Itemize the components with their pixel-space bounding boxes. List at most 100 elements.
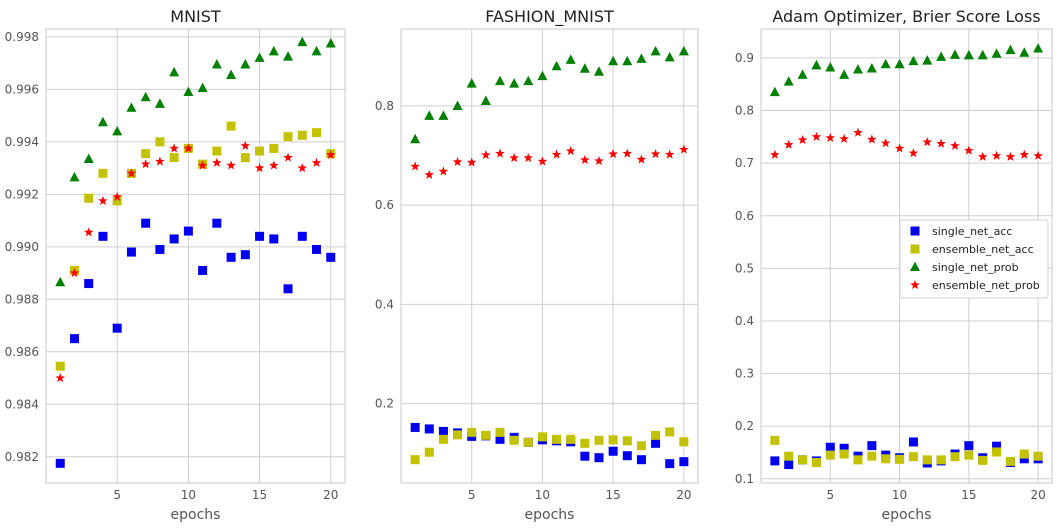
data-point: [481, 430, 491, 440]
data-point: [811, 457, 821, 467]
data-point: [283, 284, 293, 294]
data-point: [197, 160, 208, 170]
data-point: [679, 437, 689, 447]
data-point: [83, 153, 94, 163]
data-point: [853, 64, 863, 74]
data-point: [1005, 44, 1016, 55]
x-tick-label: 5: [113, 488, 121, 502]
data-point: [664, 149, 675, 159]
x-tick-label: 15: [252, 488, 267, 502]
data-point: [867, 441, 877, 451]
data-point: [69, 334, 79, 344]
data-point: [169, 153, 179, 163]
x-tick-label: 20: [1031, 488, 1046, 502]
data-point: [839, 449, 849, 459]
data-point: [83, 227, 94, 237]
data-point: [964, 450, 974, 460]
data-point: [55, 373, 65, 383]
data-point: [963, 49, 974, 60]
data-point: [565, 54, 576, 64]
data-point: [936, 455, 946, 465]
data-point: [622, 55, 633, 66]
data-point: [155, 156, 165, 166]
data-point: [438, 166, 449, 176]
x-axis-title: epochs: [525, 507, 575, 523]
data-point: [438, 426, 448, 436]
data-point: [881, 454, 891, 464]
data-point: [438, 110, 449, 120]
legend-marker: [910, 244, 920, 254]
y-tick-label: 0.6: [375, 198, 394, 212]
x-tick-label: 10: [535, 488, 550, 502]
data-point: [784, 451, 794, 461]
data-point: [126, 102, 137, 112]
y-tick-label: 0.2: [735, 419, 754, 433]
data-point: [212, 218, 222, 228]
data-point: [936, 51, 947, 61]
y-tick-label: 0.990: [5, 240, 39, 254]
series-ensemble-net-prob: [410, 144, 689, 179]
data-point: [98, 231, 108, 241]
data-point: [651, 430, 661, 440]
data-point: [797, 135, 808, 145]
data-point: [283, 51, 294, 61]
y-tick-label: 0.1: [735, 472, 754, 486]
data-point: [126, 247, 136, 257]
data-point: [783, 76, 794, 86]
data-point: [112, 191, 122, 201]
data-point: [155, 244, 165, 254]
data-point: [608, 55, 619, 66]
y-tick-label: 0.998: [5, 30, 39, 44]
legend-label: single_net_acc: [932, 225, 1012, 238]
data-point: [783, 139, 794, 149]
data-point: [992, 447, 1002, 457]
data-point: [894, 143, 905, 153]
data-point: [825, 62, 836, 72]
data-point: [169, 143, 179, 153]
data-point: [140, 159, 151, 169]
data-point: [922, 455, 932, 465]
data-point: [466, 78, 477, 88]
data-point: [537, 70, 548, 81]
data-point: [481, 150, 491, 160]
legend: single_net_acc ensemble_net_acc single_net…: [899, 219, 1049, 299]
data-point: [297, 231, 307, 241]
data-point: [311, 45, 322, 56]
data-point: [480, 95, 491, 105]
data-point: [410, 422, 420, 432]
data-point: [991, 48, 1002, 58]
data-point: [551, 60, 562, 71]
data-point: [55, 276, 66, 287]
y-tick-label: 0.988: [5, 292, 39, 306]
y-tick-label: 0.3: [735, 367, 754, 381]
data-point: [636, 53, 647, 63]
data-point: [580, 154, 590, 165]
data-point: [825, 450, 835, 460]
y-tick-label: 0.4: [735, 314, 754, 328]
data-point: [495, 427, 505, 437]
data-point: [325, 38, 336, 48]
data-point: [140, 91, 151, 102]
data-point: [867, 451, 877, 461]
data-point: [255, 146, 265, 156]
data-point: [825, 442, 835, 452]
data-point: [650, 45, 661, 56]
data-point: [853, 127, 863, 137]
data-point: [636, 455, 646, 465]
data-point: [1033, 150, 1043, 160]
data-point: [297, 36, 308, 47]
data-point: [183, 143, 194, 153]
data-point: [312, 128, 322, 138]
y-tick-label: 0.6: [735, 209, 754, 223]
series-ensemble-net-acc: [410, 427, 689, 465]
data-point: [467, 427, 477, 437]
data-point: [770, 435, 780, 445]
data-point: [936, 138, 946, 148]
data-point: [566, 434, 576, 444]
data-point: [579, 63, 590, 73]
data-point: [453, 430, 463, 440]
data-point: [1005, 151, 1016, 161]
legend-marker: [910, 261, 920, 272]
